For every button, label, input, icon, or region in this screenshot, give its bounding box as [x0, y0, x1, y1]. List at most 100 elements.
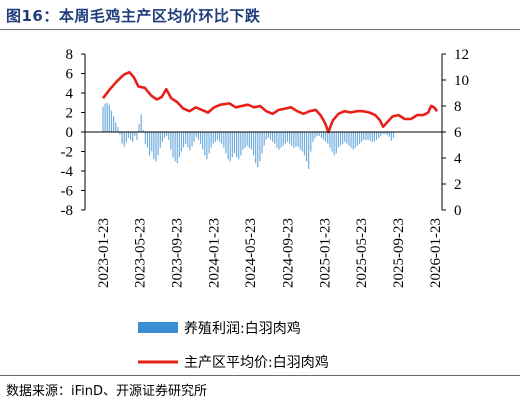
- profit-bar: [329, 132, 331, 148]
- profit-bar: [159, 132, 161, 148]
- profit-bar: [250, 132, 253, 150]
- legend-line-label: 主产区平均价:白羽肉鸡: [184, 354, 329, 371]
- profit-bar: [106, 102, 108, 132]
- profit-bar: [197, 132, 200, 140]
- right-tick-label: 0: [454, 203, 462, 219]
- profit-bar: [295, 132, 297, 147]
- profit-bar: [151, 132, 153, 152]
- profit-bar: [276, 132, 278, 148]
- profit-bar: [380, 132, 382, 136]
- profit-bar: [373, 132, 375, 142]
- profit-bar: [182, 132, 185, 148]
- profit-bar: [246, 132, 248, 146]
- profit-bar: [390, 132, 392, 141]
- profit-bar: [358, 132, 361, 144]
- profit-bar: [280, 132, 282, 148]
- profit-bar: [117, 127, 119, 132]
- profit-bar: [299, 132, 301, 150]
- profit-bar: [263, 132, 265, 146]
- profit-bar: [163, 132, 166, 138]
- profit-bar: [255, 132, 257, 164]
- profit-bar: [180, 132, 183, 152]
- price-line-layer: [101, 70, 439, 134]
- profit-bar: [369, 132, 371, 141]
- x-axis-ticks: 2023-01-23 2023-05-23 2023-09-23 2024-01-23…: [96, 218, 444, 288]
- right-tick-label: 10: [454, 73, 469, 89]
- profit-bar: [208, 132, 210, 154]
- profit-bar: [337, 132, 339, 148]
- profit-bar: [127, 132, 130, 138]
- chart-title: 图16：本周毛鸡主产区均价环比下跌: [6, 7, 261, 25]
- profit-bar: [286, 132, 289, 142]
- profit-bar: [301, 132, 303, 152]
- profit-bar: [293, 132, 295, 148]
- right-tick-label: 2: [454, 177, 462, 193]
- profit-bar: [365, 132, 367, 140]
- profit-bar: [142, 130, 144, 132]
- left-axis-ticks: 8 6 4 2 0 -2 -4 -6 -8: [61, 47, 85, 219]
- left-tick-label: -2: [61, 145, 74, 161]
- right-tick-label: 12: [454, 47, 469, 63]
- profit-bar: [314, 132, 316, 138]
- x-tick-label: 2024-01-23: [207, 218, 223, 288]
- profit-bar: [361, 132, 363, 142]
- profit-bar: [382, 132, 384, 134]
- profit-bars: [102, 102, 395, 170]
- left-tick-label: -6: [61, 184, 74, 200]
- x-tick-label: 2023-05-23: [132, 218, 148, 288]
- price-line: [101, 70, 439, 134]
- right-tick-label: 4: [454, 151, 462, 167]
- title-underline: [0, 29, 520, 30]
- profit-bar: [170, 132, 172, 150]
- profit-bar: [212, 132, 214, 144]
- profit-bar: [244, 132, 246, 148]
- profit-bar: [342, 132, 344, 144]
- profit-bar: [233, 132, 236, 154]
- x-tick-label: 2024-09-23: [280, 218, 296, 288]
- profit-bar: [104, 103, 106, 132]
- profit-bar: [231, 132, 233, 158]
- profit-bar: [185, 132, 187, 144]
- x-tick-label: 2025-01-23: [317, 218, 333, 288]
- profit-bar: [199, 132, 202, 144]
- profit-bar: [223, 132, 225, 148]
- legend-bar-swatch: [138, 322, 178, 333]
- profit-bar: [178, 132, 180, 158]
- x-tick-label: 2024-05-23: [243, 218, 259, 288]
- profit-bar: [378, 132, 380, 138]
- profit-bar: [388, 132, 390, 137]
- profit-bar: [356, 132, 359, 146]
- profit-bar: [132, 132, 134, 142]
- profit-bar: [269, 132, 272, 140]
- profit-bar: [161, 132, 163, 142]
- source-note: 数据来源：iFinD、开源证券研究所: [6, 384, 208, 399]
- profit-bar: [115, 122, 117, 132]
- profit-bar: [318, 132, 320, 136]
- profit-bar: [227, 132, 229, 160]
- profit-bar: [350, 132, 352, 148]
- profit-bar: [339, 132, 342, 146]
- profit-bar: [297, 132, 299, 147]
- profit-bar: [257, 132, 259, 168]
- profit-bar: [153, 132, 155, 160]
- profit-bar: [289, 132, 291, 144]
- profit-bar: [240, 132, 242, 156]
- x-tick-label: 2025-05-23: [354, 218, 370, 288]
- profit-bar: [354, 132, 356, 148]
- left-tick-label: -4: [61, 164, 74, 180]
- profit-bar: [371, 132, 373, 142]
- left-tick-label: 4: [66, 86, 74, 102]
- profit-bar: [248, 132, 250, 148]
- left-tick-label: 2: [66, 106, 74, 122]
- profit-bar: [204, 132, 206, 156]
- profit-bar: [236, 132, 238, 158]
- profit-bar: [138, 124, 140, 132]
- source-divider: [0, 375, 520, 376]
- profit-bar: [278, 132, 280, 150]
- profit-bar: [214, 132, 216, 142]
- profit-bar: [305, 132, 308, 162]
- profit-bar: [219, 132, 221, 142]
- profit-bar: [110, 110, 113, 132]
- profit-bar: [157, 132, 159, 156]
- profit-bar: [216, 132, 219, 140]
